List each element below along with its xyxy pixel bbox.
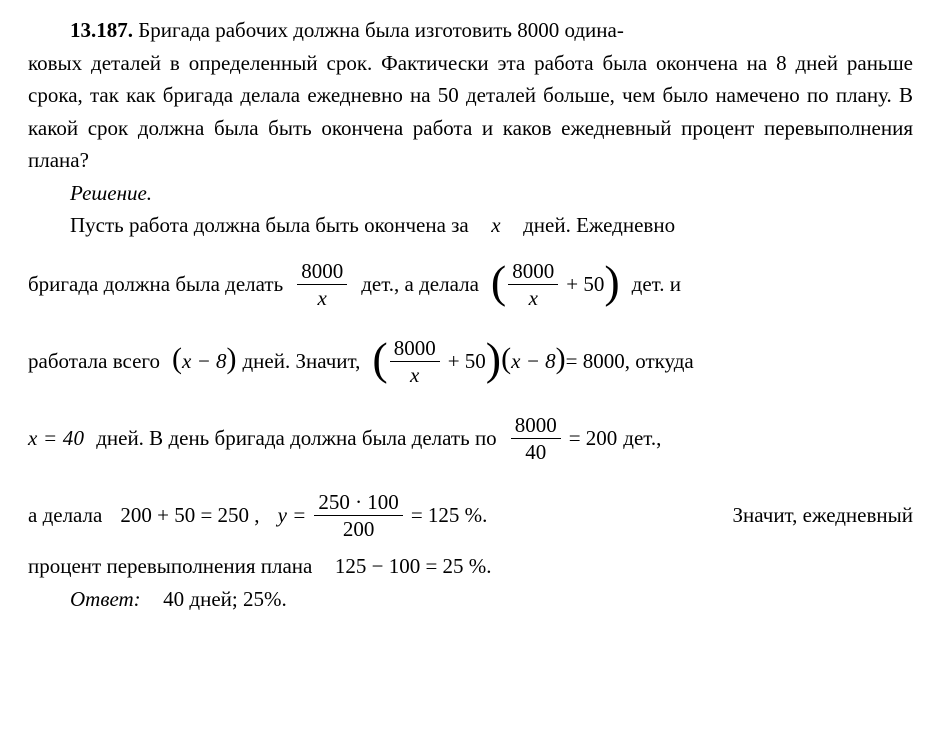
frac-8000-over-x-b: 8000 x <box>508 260 558 309</box>
x-eq-40: x = 40 <box>28 422 84 455</box>
math-row-3: x = 40 дней. В день бригада должна была … <box>28 414 913 463</box>
row5-lead: процент перевыполнения плана <box>28 554 312 578</box>
let-tail: дней. Ежедневно <box>523 213 675 237</box>
math-row-4: а делала 200 + 50 = 250 , y = 250 · 100 … <box>28 491 913 540</box>
let-text: Пусть работа должна была быть окончена з… <box>70 213 469 237</box>
math-row-5: процент перевыполнения плана 125 − 100 =… <box>28 550 913 583</box>
solution-label: Решение. <box>28 177 913 210</box>
frac-8000-over-40: 8000 40 <box>511 414 561 463</box>
problem-text-rest: ковых деталей в определенный срок. Факти… <box>28 47 913 177</box>
var-x: x <box>491 213 500 237</box>
eq-200: = 200 <box>569 422 618 455</box>
problem-number: 13.187. <box>70 18 133 42</box>
row4-lead: а делала <box>28 499 102 532</box>
frac-8000-over-x-c: 8000 x <box>390 337 440 386</box>
row3-tail: дет., <box>623 422 661 455</box>
row2-lead: работала всего <box>28 345 160 378</box>
answer-label: Ответ: <box>70 587 141 611</box>
row1-after-frac: дет., а делала <box>361 268 479 301</box>
problem-paragraph: 13.187. Бригада рабочих должна была изго… <box>28 14 913 47</box>
plus-50-b: + 50 <box>448 345 486 378</box>
row4-sum: 200 + 50 = 250 , <box>120 499 259 532</box>
row5-expr: 125 − 100 = 25 %. <box>335 554 492 578</box>
row1-lead: бригада должна была делать <box>28 268 283 301</box>
math-row-2: работала всего ( x − 8 ) дней. Значит, (… <box>28 337 913 386</box>
eq-8000: = 8000 <box>566 345 625 378</box>
plus-50: + 50 <box>566 268 604 301</box>
row2-mid: дней. Значит, <box>243 345 361 378</box>
row3-after-x: дней. В день бригада должна была делать … <box>96 422 496 455</box>
x-minus-8: x − 8 <box>182 345 227 378</box>
frac-250x100-over-200: 250 · 100 200 <box>314 491 403 540</box>
problem-text-head: Бригада рабочих должна была изготовить 8… <box>138 18 624 42</box>
answer-line: Ответ: 40 дней; 25%. <box>28 583 913 616</box>
row1-tail: дет. и <box>632 268 681 301</box>
let-line: Пусть работа должна была быть окончена з… <box>28 209 913 242</box>
answer-text: 40 дней; 25%. <box>163 587 287 611</box>
math-row-1: бригада должна была делать 8000 x дет., … <box>28 260 913 309</box>
eq-125pct: = 125 %. <box>411 499 488 532</box>
row4-tail: Значит, ежедневный <box>733 499 913 532</box>
y-eq: y = <box>278 499 307 532</box>
row2-tail: , откуда <box>625 345 694 378</box>
frac-8000-over-x: 8000 x <box>297 260 347 309</box>
